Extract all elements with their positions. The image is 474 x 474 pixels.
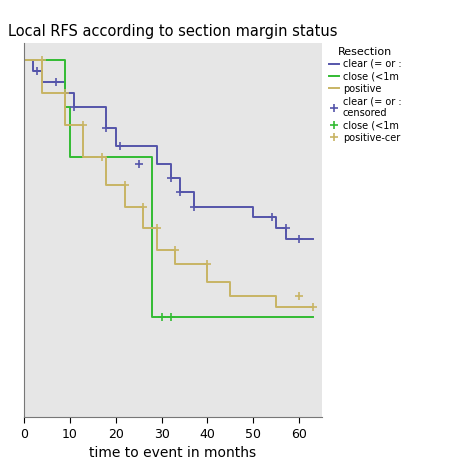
- X-axis label: time to event in months: time to event in months: [90, 446, 256, 460]
- Legend: clear (= or :, close (<1m, positive, clear (= or :
censored, close (<1m, positiv: clear (= or :, close (<1m, positive, cle…: [325, 43, 405, 146]
- Title: Local RFS according to section margin status: Local RFS according to section margin st…: [8, 24, 338, 39]
